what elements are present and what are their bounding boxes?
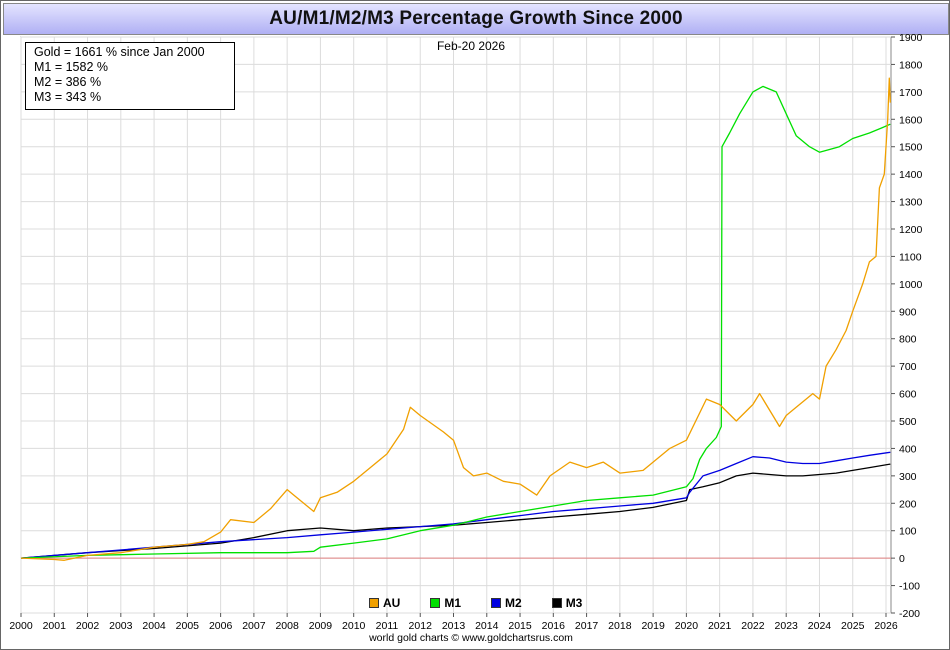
summary-m1: M1 = 1582 % xyxy=(34,60,109,74)
x-tick-label: 2022 xyxy=(741,620,765,632)
y-tick-label: 1200 xyxy=(899,224,923,236)
y-tick-label: 0 xyxy=(899,553,905,565)
y-axis: -200 -100 0 100 200 300 400 500 600 700 800 900 1000… xyxy=(891,32,923,620)
y-tick-label: 500 xyxy=(899,416,917,428)
series-line-m1 xyxy=(20,85,891,559)
x-tick-label: 2021 xyxy=(708,620,732,632)
y-tick-label: 200 xyxy=(899,498,917,510)
legend-swatch-m1 xyxy=(430,598,441,608)
y-tick-label: 300 xyxy=(899,471,917,483)
summary-m3: M3 = 343 % xyxy=(34,90,102,104)
series-line-m3 xyxy=(20,463,891,559)
y-tick-label: 1000 xyxy=(899,279,923,291)
x-tick-label: 2005 xyxy=(176,620,200,632)
y-tick-label: 1600 xyxy=(899,114,923,126)
x-tick-label: 2003 xyxy=(109,620,133,632)
x-tick-label: 2018 xyxy=(608,620,632,632)
legend-item-m1: M1 xyxy=(430,596,461,610)
series-legend: AU M1 M2 M3 xyxy=(369,596,612,610)
y-tick-label: 1900 xyxy=(899,32,923,44)
y-tick-label: 1100 xyxy=(899,251,922,263)
x-tick-label: 2008 xyxy=(275,620,299,632)
x-tick-label: 2015 xyxy=(508,620,532,632)
y-tick-label: 1500 xyxy=(899,142,923,154)
y-tick-label: 900 xyxy=(899,306,917,318)
date-label: Feb-20 2026 xyxy=(436,39,506,53)
x-tick-label: 2007 xyxy=(242,620,266,632)
legend-label-m2: M2 xyxy=(505,596,522,610)
y-tick-label: 700 xyxy=(899,361,917,373)
y-tick-label: 1700 xyxy=(899,87,923,99)
legend-label-au: AU xyxy=(383,596,401,610)
legend-swatch-m2 xyxy=(491,598,502,608)
legend-swatch-m3 xyxy=(551,598,562,608)
legend-label-m1: M1 xyxy=(444,596,462,610)
x-tick-label: 2017 xyxy=(575,620,599,632)
x-tick-label: 2014 xyxy=(475,620,499,632)
summary-box: Gold = 1661 % since Jan 2000 M1 = 1582 %… xyxy=(25,42,235,110)
y-tick-label: 400 xyxy=(899,443,917,455)
y-tick-label: 800 xyxy=(899,334,917,346)
legend-item-au: AU xyxy=(369,596,400,610)
x-tick-label: 2004 xyxy=(142,620,166,632)
x-tick-label: 2016 xyxy=(542,620,566,632)
summary-gold: Gold = 1661 % since Jan 2000 xyxy=(34,45,205,59)
legend-item-m3: M3 xyxy=(551,596,583,610)
chart-title: AU/M1/M2/M3 Percentage Growth Since 2000 xyxy=(269,8,683,29)
x-tick-label: 2023 xyxy=(775,620,799,632)
x-tick-label: 2001 xyxy=(43,620,67,632)
x-tick-label: 2026 xyxy=(874,620,898,632)
y-tick-label: 1800 xyxy=(899,59,923,71)
x-tick-label: 2019 xyxy=(641,620,665,632)
legend-label-m3: M3 xyxy=(565,596,583,610)
x-tick-label: 2012 xyxy=(409,620,433,632)
legend-item-m2: M2 xyxy=(491,596,522,610)
x-tick-label: 2010 xyxy=(342,620,366,632)
x-tick-label: 2013 xyxy=(442,620,466,632)
y-tick-label: -200 xyxy=(899,608,920,620)
y-tick-label: -100 xyxy=(899,581,920,593)
plot-area xyxy=(20,36,892,614)
title-bar: AU/M1/M2/M3 Percentage Growth Since 2000 xyxy=(3,3,949,35)
y-tick-label: 1300 xyxy=(899,197,923,209)
summary-m2: M2 = 386 % xyxy=(34,75,102,89)
x-tick-label: 2002 xyxy=(76,620,100,632)
x-tick-label: 2009 xyxy=(309,620,333,632)
x-tick-label: 2011 xyxy=(376,620,399,632)
x-tick-label: 2020 xyxy=(675,620,699,632)
series-line-au xyxy=(20,77,891,561)
x-tick-label: 2000 xyxy=(9,620,33,632)
series-lines xyxy=(20,77,891,561)
y-tick-label: 1400 xyxy=(899,169,923,181)
y-tick-label: 600 xyxy=(899,389,917,401)
x-tick-label: 2025 xyxy=(841,620,865,632)
x-tick-label: 2006 xyxy=(209,620,233,632)
credit-text: world gold charts © www.goldchartsrus.co… xyxy=(369,632,573,644)
y-tick-label: 100 xyxy=(899,526,917,538)
x-axis: 2000 2001 2002 2003 2004 2005 2006 2007 2008 2009… xyxy=(9,613,898,632)
x-tick-label: 2024 xyxy=(808,620,832,632)
legend-swatch-au xyxy=(369,598,379,608)
series-line-m2 xyxy=(20,451,891,559)
